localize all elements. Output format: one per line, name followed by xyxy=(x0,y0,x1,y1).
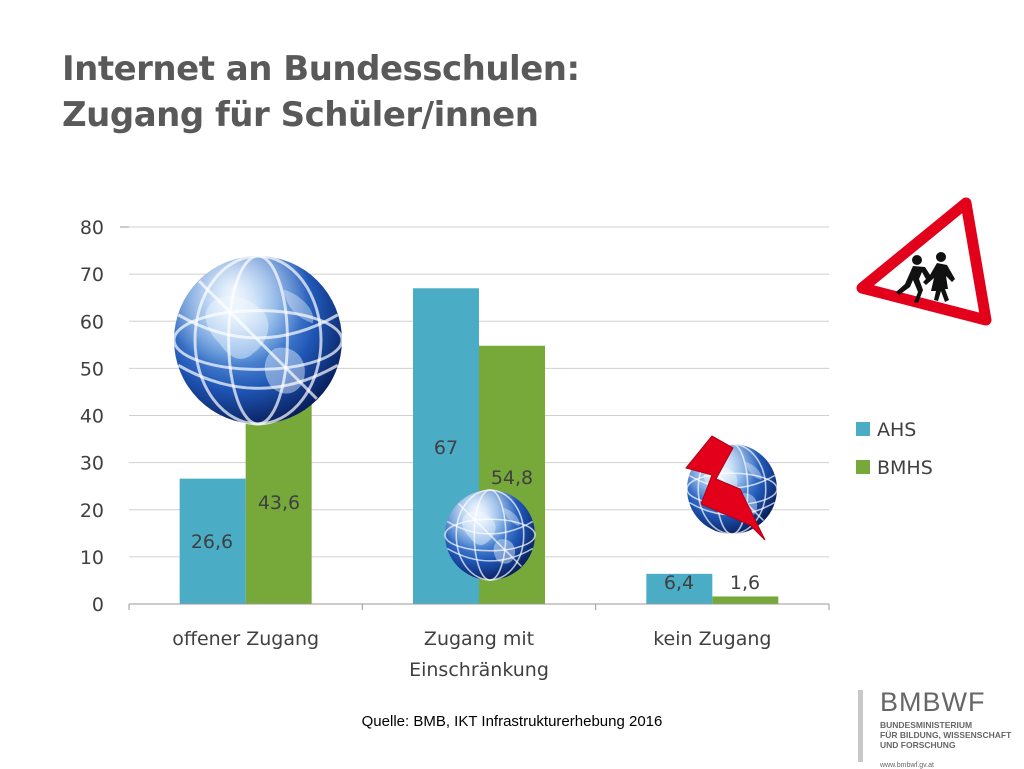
y-tick-label: 70 xyxy=(80,264,104,286)
logo-subtitle-line: FÜR BILDUNG, WISSENSCHAFT xyxy=(880,730,1012,740)
legend-swatch-ahs xyxy=(856,422,870,436)
data-label: 6,4 xyxy=(664,572,694,594)
ministry-logo: BMBWF BUNDESMINISTERIUM FÜR BILDUNG, WIS… xyxy=(880,688,1011,769)
logo-url: www.bmbwf.gv.at xyxy=(880,762,934,769)
bar-ahs xyxy=(646,573,713,604)
bar-chart: 0 10 20 30 40 50 60 70 80 offener Zugang Zugang m… xyxy=(80,197,992,681)
data-label: 67 xyxy=(434,437,458,459)
y-tick-label: 0 xyxy=(92,594,104,616)
globe-icon xyxy=(445,490,535,580)
logo-subtitle: BUNDESMINISTERIUM FÜR BILDUNG, WISSENSCH… xyxy=(880,720,1011,750)
y-tick-label: 40 xyxy=(80,406,104,428)
x-axis xyxy=(120,226,830,610)
y-tick-label: 60 xyxy=(80,311,104,333)
x-category-label: kein Zugang xyxy=(653,628,771,650)
logo-name: BMBWF xyxy=(880,687,986,717)
logo-bar xyxy=(858,690,863,762)
y-tick-label: 50 xyxy=(80,358,104,380)
logo-subtitle-line: BUNDESMINISTERIUM xyxy=(880,720,973,730)
data-label: 43,6 xyxy=(258,492,300,514)
y-tick-label: 80 xyxy=(80,217,104,239)
y-tick-label: 10 xyxy=(80,547,104,569)
title-line-2: Zugang für Schüler/innen xyxy=(62,95,539,135)
logo-subtitle-line: UND FORSCHUNG xyxy=(880,740,956,750)
bars xyxy=(179,288,779,604)
x-axis-labels: offener Zugang Zugang mit Einschränkung kei… xyxy=(172,628,771,681)
lightning-bolt-icon xyxy=(685,435,766,541)
globe-icon xyxy=(174,256,342,424)
legend-label: AHS xyxy=(877,419,916,441)
school-children-warning-sign-icon xyxy=(856,197,992,326)
data-label: 26,6 xyxy=(191,531,233,553)
x-category-label: Einschränkung xyxy=(409,659,549,681)
x-category-label: Zugang mit xyxy=(424,628,534,650)
legend: AHS BMHS xyxy=(856,419,933,479)
page-title: Internet an Bundesschulen: Zugang für Sc… xyxy=(62,46,580,138)
data-label: 1,6 xyxy=(730,572,760,594)
data-label: 54,8 xyxy=(491,467,533,489)
y-tick-label: 20 xyxy=(80,500,104,522)
bar-bmhs xyxy=(245,398,312,604)
y-tick-label: 30 xyxy=(80,453,104,475)
title-line-1: Internet an Bundesschulen: xyxy=(62,49,580,89)
legend-swatch-bmhs xyxy=(856,460,870,474)
data-labels: 26,6 67 6,4 43,6 54,8 1,6 xyxy=(191,437,760,594)
bar-ahs xyxy=(179,478,246,604)
legend-label: BMHS xyxy=(877,457,933,479)
source-note: Quelle: BMB, IKT Infrastrukturerhebung 2… xyxy=(361,713,663,730)
bar-bmhs xyxy=(712,596,779,604)
x-category-label: offener Zugang xyxy=(172,628,319,650)
y-axis-ticks: 0 10 20 30 40 50 60 70 80 xyxy=(80,217,104,616)
